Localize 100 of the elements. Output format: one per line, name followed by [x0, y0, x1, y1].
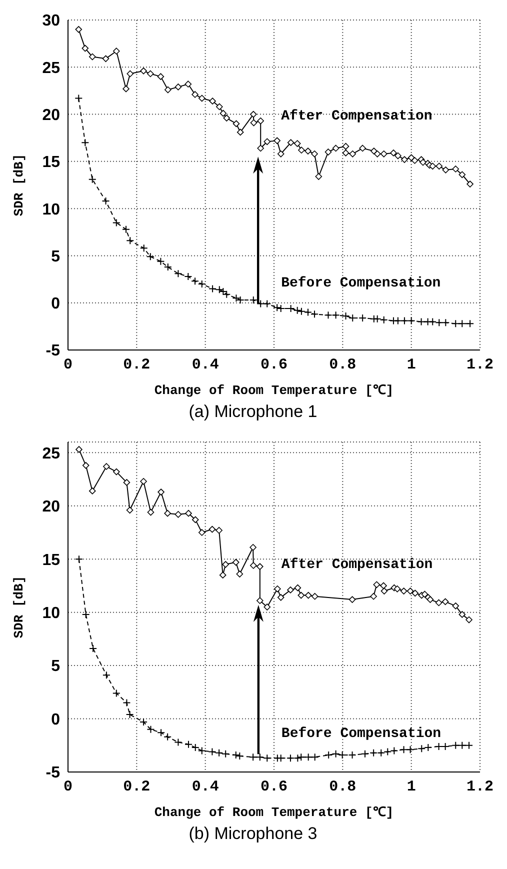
y-tick-label: 15 [42, 552, 60, 569]
point [421, 590, 428, 598]
point [198, 746, 206, 755]
x-tick-label: 0.2 [123, 356, 150, 374]
point [293, 306, 302, 314]
point [184, 740, 193, 748]
point [407, 316, 416, 325]
point [324, 311, 332, 320]
point [394, 586, 401, 592]
point [442, 318, 450, 327]
point [384, 748, 392, 756]
point [103, 463, 110, 470]
point [112, 218, 120, 227]
point [222, 561, 229, 568]
point [324, 148, 332, 156]
point [164, 510, 171, 517]
point [113, 48, 120, 55]
point [147, 508, 154, 516]
point [373, 314, 382, 323]
point [126, 236, 134, 245]
point [122, 698, 131, 707]
point [122, 225, 130, 234]
y-tick-label: -5 [46, 764, 60, 782]
point [442, 598, 449, 606]
point [310, 310, 319, 318]
x-tick-label: 0.6 [260, 356, 288, 374]
point [406, 746, 414, 754]
y-tick-label: 25 [42, 445, 60, 462]
point [452, 320, 460, 328]
y-tick-label: 5 [51, 248, 60, 266]
point [146, 725, 155, 734]
point [311, 592, 318, 600]
point [332, 144, 340, 152]
x-tick-label: 0.2 [123, 778, 150, 796]
point [140, 244, 148, 252]
point [220, 110, 227, 117]
point [209, 98, 216, 104]
point [304, 308, 312, 316]
point [348, 750, 356, 759]
series-label: After Compensation [281, 108, 432, 125]
point [82, 462, 90, 469]
point [158, 488, 164, 496]
point [232, 558, 240, 566]
point [458, 320, 466, 328]
point [458, 171, 466, 178]
point [466, 320, 474, 328]
point [342, 312, 350, 320]
point [232, 294, 240, 302]
point [192, 91, 198, 98]
point [263, 754, 272, 762]
point [401, 156, 408, 163]
text: (a) Microphone 1 [188, 402, 318, 422]
point [82, 44, 89, 52]
point [216, 526, 222, 534]
point [418, 744, 426, 753]
point [436, 162, 443, 170]
x-tick-label: 1.2 [466, 356, 494, 374]
series-label: Before Compensation [281, 276, 441, 292]
y-axis-title: SDR [dB] [12, 576, 27, 638]
y-tick-label: 25 [42, 60, 60, 77]
x-tick-label: 1 [406, 778, 416, 796]
point [370, 148, 378, 154]
point [380, 582, 387, 590]
point [263, 300, 272, 308]
point [198, 529, 206, 536]
point [298, 146, 305, 154]
point [174, 510, 182, 518]
point [429, 162, 436, 170]
point [157, 728, 166, 737]
point [332, 750, 340, 758]
point [274, 586, 281, 592]
point [184, 272, 192, 280]
point [420, 158, 426, 166]
point [223, 114, 230, 122]
point [191, 277, 200, 286]
point [164, 732, 172, 741]
point [349, 150, 356, 158]
point [256, 563, 264, 570]
point [294, 140, 301, 147]
point [377, 748, 386, 757]
point [452, 602, 460, 610]
point [174, 270, 182, 278]
point [273, 304, 282, 312]
point [264, 138, 271, 146]
point [380, 316, 388, 324]
point [208, 526, 216, 533]
point [324, 750, 333, 759]
x-tick-label: 1 [406, 356, 416, 374]
point [88, 53, 96, 60]
point [249, 753, 258, 762]
point [75, 26, 82, 33]
point [424, 318, 432, 326]
point [380, 150, 388, 158]
x-tick-label: 0.8 [329, 356, 356, 374]
point [342, 142, 350, 150]
point [174, 738, 182, 746]
point [102, 55, 110, 62]
y-tick-label: 15 [42, 154, 60, 172]
point [208, 748, 216, 756]
point [184, 80, 192, 88]
